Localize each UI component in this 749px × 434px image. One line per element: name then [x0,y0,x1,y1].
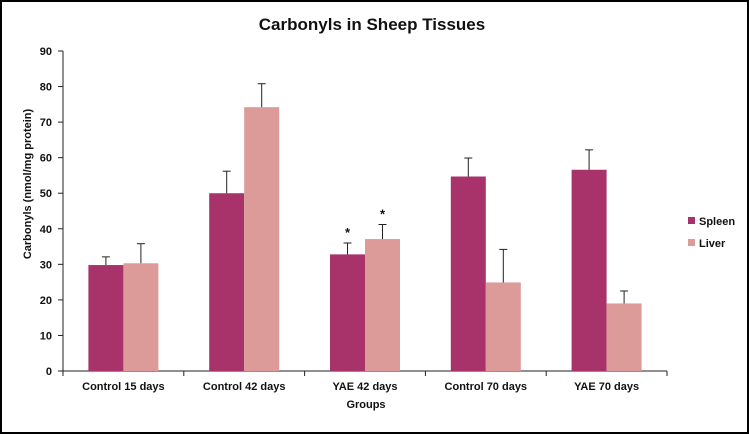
y-tick-label: 40 [40,224,52,236]
bar-liver [244,107,280,371]
x-tick-label: YAE 42 days [332,381,397,393]
legend-swatch-spleen [688,217,695,224]
x-tick-label: Control 42 days [203,381,286,393]
bar-liver [606,303,642,371]
significance-marker: * [345,225,351,240]
bar-liver [123,263,159,371]
y-tick-label: 80 [40,82,52,94]
bar-spleen [88,265,124,371]
bar-liver [485,282,521,371]
plot-area: 0 10 20 30 40 50 60 70 80 90 Control 15 days Contro… [40,46,668,393]
y-tick-label: 10 [40,330,52,342]
y-tick-label: 60 [40,153,52,165]
legend-label-liver: Liver [699,238,726,250]
bar-spleen [571,169,607,371]
chart-title: Carbonyls in Sheep Tissues [259,15,485,34]
bar-spleen [450,176,486,371]
legend: Spleen Liver [688,216,735,250]
y-tick-label: 50 [40,188,52,200]
y-axis-label: Carbonyls (nmol/mg protein) [22,108,34,259]
y-tick-label: 20 [40,295,52,307]
x-tick-label: Control 70 days [445,381,528,393]
y-tick-label: 0 [46,366,52,378]
bar-liver [365,239,400,371]
legend-label-spleen: Spleen [699,216,735,228]
legend-swatch-liver [688,239,695,246]
x-axis-label: Groups [346,399,385,411]
bar-spleen [209,193,245,371]
x-tick-label: YAE 70 days [574,381,639,393]
y-tick-label: 30 [40,259,52,271]
y-tick-label: 90 [40,46,52,58]
significance-marker: * [380,207,386,222]
x-tick-label: Control 15 days [82,381,165,393]
bar-spleen [330,254,365,371]
y-tick-label: 70 [40,117,52,129]
